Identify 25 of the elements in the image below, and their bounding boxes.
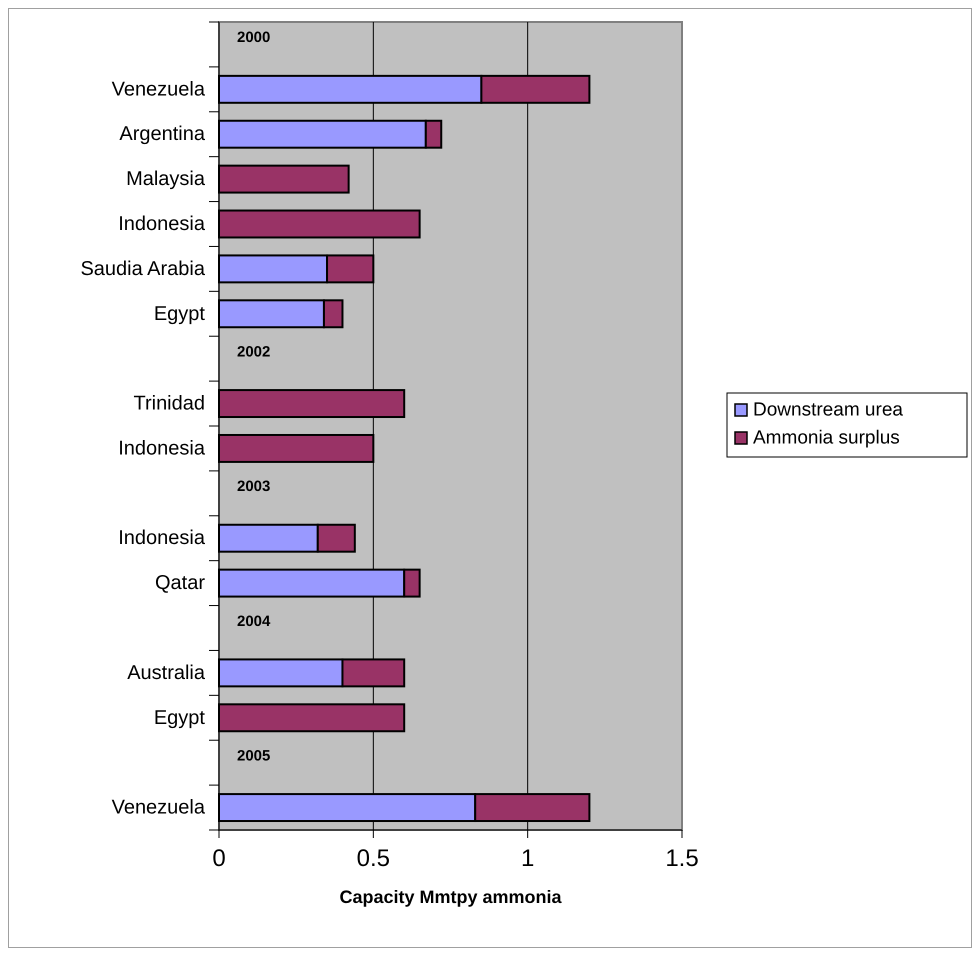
y-tick-label: Venezuela [112,796,206,819]
x-tick-label: 1.5 [665,845,699,872]
y-tick-label: Malaysia [126,168,206,190]
y-tick-label: Trinidad [133,392,205,415]
x-axis-title: Capacity Mmtpy ammonia [339,887,563,907]
y-tick-label: Argentina [119,123,206,146]
y-tick-label: Egypt [154,302,206,325]
x-tick-label: 0.5 [356,845,390,872]
annotation: 2002 [237,343,270,360]
y-tick-label: Qatar [154,572,206,594]
y-tick-label: Australia [127,662,206,684]
annotation: 2003 [237,478,270,496]
y-tick-label: Egypt [154,706,206,729]
legend-label: Downstream urea [753,400,904,420]
legend-label: Ammonia surplus [753,428,900,448]
annotation: 2000 [237,29,270,46]
x-tick-label: 0 [212,845,226,872]
y-tick-label: Saudia Arabia [80,258,206,280]
y-tick-label: Indonesia [118,527,206,550]
y-tick-label: Venezuela [112,78,206,100]
annotation: 2004 [237,612,272,630]
x-tick-label: 1 [520,845,534,872]
y-tick-label: Indonesia [118,213,206,235]
annotation: 2005 [237,747,270,764]
y-tick-label: Indonesia [118,437,206,460]
